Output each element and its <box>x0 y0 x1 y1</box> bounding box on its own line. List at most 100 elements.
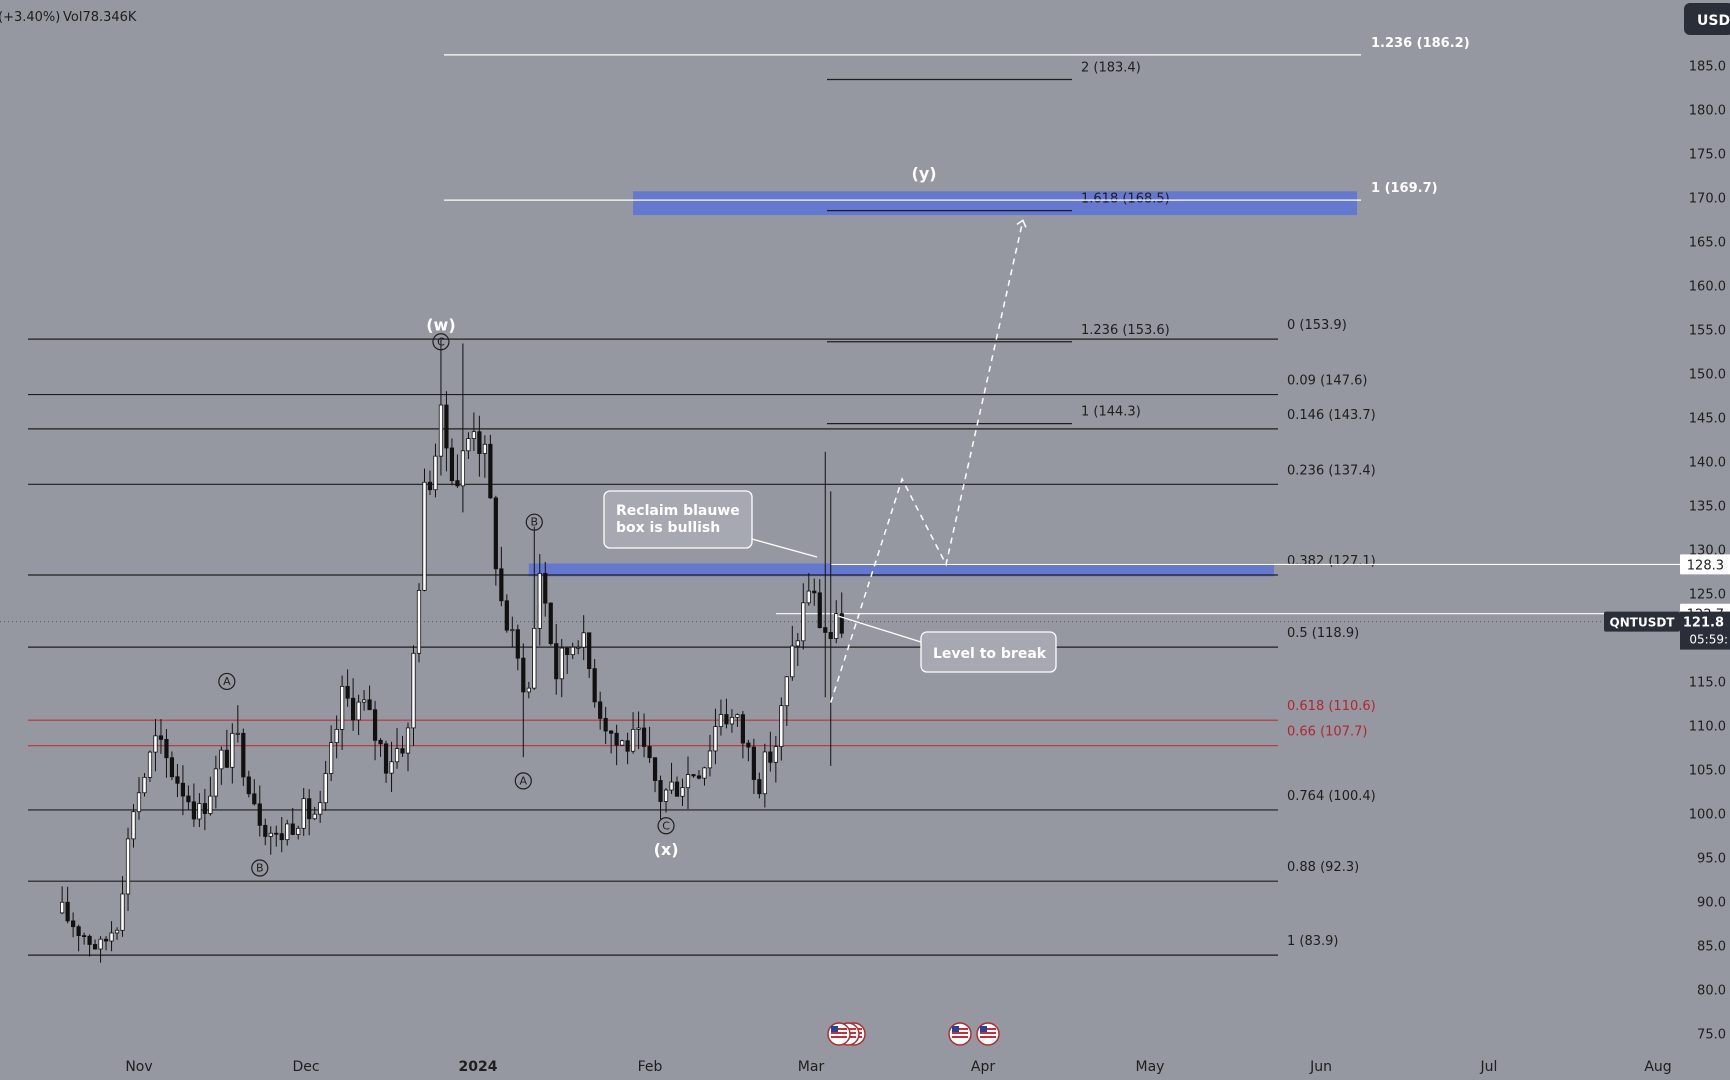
candle-body <box>576 646 581 649</box>
candle-body <box>702 767 707 779</box>
candle-body <box>224 749 229 768</box>
callout-text: Reclaim blauwe <box>616 503 740 519</box>
candle-body <box>169 757 175 778</box>
candle-body <box>751 746 756 780</box>
symbol-tag: QNTUSDT <box>1610 616 1676 630</box>
y-tick-label: 110.0 <box>1689 719 1726 734</box>
candle-body <box>257 803 262 826</box>
x-tick-label: 2024 <box>459 1059 498 1075</box>
candles[interactable] <box>60 340 844 963</box>
candle-body <box>801 602 806 642</box>
fib-level-label: 0.5 (118.9) <box>1287 626 1359 641</box>
candle-body <box>131 811 136 840</box>
candle-body <box>444 404 449 449</box>
x-tick-label: Apr <box>971 1059 995 1075</box>
candle-body <box>795 640 800 647</box>
x-tick-label: Jul <box>1480 1059 1498 1075</box>
candle-body <box>312 813 317 820</box>
candle-body <box>466 438 471 452</box>
candle-body <box>609 730 614 734</box>
candle-body <box>477 431 482 454</box>
candle-body <box>757 779 762 795</box>
candle-body <box>784 676 789 707</box>
candle-body <box>614 732 619 746</box>
fib-level-label: 0.66 (107.7) <box>1287 725 1367 740</box>
candle-body <box>427 481 433 491</box>
candle-body <box>768 751 773 763</box>
target-box[interactable] <box>633 191 1357 216</box>
candle-body <box>482 443 487 454</box>
candle-body <box>389 761 394 774</box>
wave-label: (x) <box>654 840 679 859</box>
callout-box <box>603 490 753 549</box>
candle-body <box>65 901 70 922</box>
candle-body <box>400 748 405 754</box>
candle-body <box>460 450 466 487</box>
candle-body <box>559 647 564 680</box>
flag-canton <box>952 1026 959 1032</box>
candle-body <box>252 793 257 805</box>
us-flag-event-icon[interactable] <box>827 1022 851 1046</box>
candle-body <box>823 627 828 633</box>
price-tag-128-bg <box>1680 554 1730 575</box>
candle-body <box>707 750 713 769</box>
currency-tag-bg[interactable] <box>1684 3 1730 35</box>
candle-body <box>241 732 246 778</box>
candle-body <box>471 431 476 439</box>
fib-level-label: 1 (83.9) <box>1287 934 1339 949</box>
candle-body <box>570 646 575 656</box>
fib-level-label: 0 (153.9) <box>1287 318 1347 333</box>
candle-body <box>235 732 240 735</box>
y-tick-label: 170.0 <box>1689 191 1726 206</box>
support-box[interactable] <box>528 563 1274 577</box>
candle-body <box>405 727 411 754</box>
candle-body <box>416 589 422 654</box>
candle-body <box>76 926 81 936</box>
candle-body <box>334 729 339 744</box>
candle-body <box>603 718 608 732</box>
y-tick-label: 160.0 <box>1689 279 1726 294</box>
y-tick-label: 135.0 <box>1689 499 1726 514</box>
y-tick-label: 185.0 <box>1689 59 1726 74</box>
candle-body <box>197 803 202 820</box>
fib-level-label: 0.88 (92.3) <box>1287 860 1359 875</box>
us-flag-event-icon[interactable] <box>948 1022 972 1046</box>
candle-body <box>636 727 641 730</box>
candle-body <box>296 827 301 835</box>
candle-body <box>114 929 120 934</box>
candle-body <box>680 787 685 797</box>
callout-break[interactable]: Level to break <box>837 615 1057 673</box>
candle-body <box>779 705 784 747</box>
countdown-tag: 05:59: <box>1689 633 1728 647</box>
candle-body <box>180 782 186 797</box>
candle-body <box>790 645 795 678</box>
candle-body <box>762 751 767 795</box>
candle-body <box>691 774 696 777</box>
ext-level-label: 1 (144.3) <box>1081 405 1141 420</box>
projection-path[interactable] <box>830 220 1024 703</box>
y-tick-label: 105.0 <box>1689 763 1726 778</box>
candle-body <box>340 685 345 730</box>
candle-body <box>674 781 680 797</box>
x-tick-label: Mar <box>798 1059 825 1075</box>
candle-body <box>372 709 378 741</box>
candle-body <box>724 714 729 725</box>
wave-label: C <box>437 335 445 348</box>
wave-circle <box>657 817 675 835</box>
candle-body <box>147 751 153 778</box>
candle-body <box>411 652 416 729</box>
us-flag-event-icon[interactable] <box>976 1022 1000 1046</box>
candle-body <box>290 823 295 835</box>
candle-body <box>202 803 207 814</box>
candle-body <box>136 792 142 813</box>
last-price-tag-bg <box>1680 611 1730 650</box>
candle-body <box>499 568 504 602</box>
candle-body <box>729 716 735 725</box>
candle-body <box>92 944 98 950</box>
last-price-tag: 121.8 <box>1683 616 1724 631</box>
target-level-label: 1 (169.7) <box>1371 181 1438 196</box>
symbol-tag-bg <box>1604 611 1680 632</box>
candle-body <box>773 746 778 763</box>
